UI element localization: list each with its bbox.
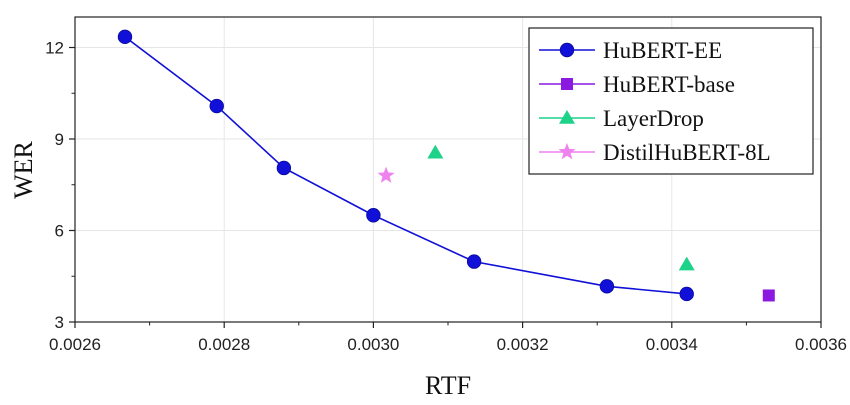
legend: HuBERT-EE HuBERT-base LayerDrop DistilHuBER… [528,27,814,175]
data-point [466,254,482,269]
legend-marker [559,42,575,58]
data-point [678,256,695,271]
legend-item: HuBERT-base [539,72,735,97]
series-layerdrop [427,144,695,271]
y-tick-label: 6 [55,222,64,241]
legend-box [528,27,814,175]
legend-label: HuBERT-base [603,72,735,97]
legend-label: HuBERT-EE [603,38,722,63]
x-axis-title: RTF [425,371,471,400]
data-point [762,289,775,302]
legend-label: LayerDrop [603,106,704,131]
y-axis-title: WER [9,140,38,198]
x-tick-label: 0.0028 [198,335,250,354]
x-tick-label: 0.0026 [49,335,101,354]
data-point [276,160,292,176]
data-point [599,279,615,294]
legend-item: LayerDrop [539,106,704,131]
data-point [209,98,224,114]
series-hubert-base [762,289,775,302]
legend-marker [559,110,575,124]
y-tick-label: 3 [55,313,64,332]
series-layer [117,29,775,302]
axis-ticks: 0.0026 0.0028 0.0030 0.0032 0.0034 0.0036 3 6 9 1… [45,39,847,355]
y-tick-label: 9 [55,130,64,149]
y-tick-label: 12 [45,39,64,58]
legend-label: DistilHuBERT-8L [603,140,771,165]
data-point [366,208,381,223]
series-hubert-ee [117,29,694,302]
series-distilhubert-8l [377,166,395,183]
legend-item: DistilHuBERT-8L [539,140,771,165]
x-tick-label: 0.0036 [795,335,847,354]
legend-item: HuBERT-EE [539,38,722,63]
x-tick-label: 0.0034 [646,335,698,354]
data-point [427,144,444,159]
legend-marker [561,78,573,90]
data-point [117,29,133,45]
data-point [679,286,694,302]
legend-marker [558,143,576,160]
data-point [377,166,395,183]
x-tick-label: 0.0032 [497,335,549,354]
x-tick-label: 0.0030 [347,335,399,354]
